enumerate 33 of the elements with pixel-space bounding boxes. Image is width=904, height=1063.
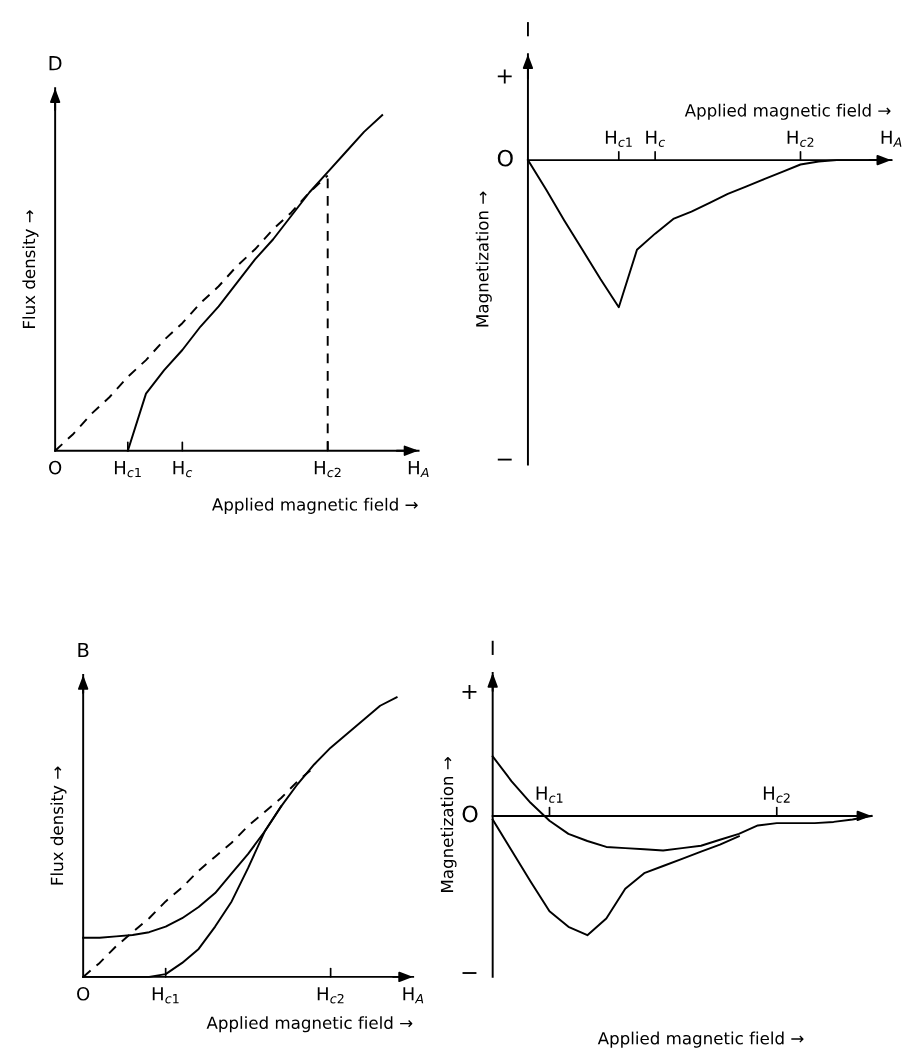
y-axis-title: Magnetization →: [475, 191, 492, 327]
x-tick-label: H$_{c2}$: [317, 987, 344, 1004]
x-tick-label: H$_{c2}$: [787, 130, 814, 147]
y-axis-title: Magnetization →: [440, 757, 457, 892]
x-tick-label: H$_{c2}$: [763, 786, 790, 803]
x-tick-label: H$_{c1}$: [152, 987, 179, 1004]
x-axis-title: Applied magnetic field →: [684, 103, 891, 120]
text: −: [497, 458, 512, 461]
y-axis-title: Flux density →: [22, 210, 39, 328]
text: I: [526, 22, 529, 37]
text: O: [497, 149, 513, 167]
text: B: [78, 642, 89, 658]
text: +: [497, 69, 512, 84]
x-tick-label: H$_{A}$: [881, 130, 902, 147]
x-tick-label: H$_{c2}$: [314, 460, 341, 478]
x-tick-label: H$_{c}$: [646, 130, 665, 147]
text: D: [49, 56, 62, 71]
x-axis-title: Applied magnetic field →: [212, 497, 418, 514]
x-tick-label: H$_{A}$: [403, 987, 424, 1004]
x-axis-title: Applied magnetic field →: [206, 1016, 413, 1033]
x-axis-title: Applied magnetic field →: [597, 1031, 804, 1048]
x-tick-label: H$_{c}$: [173, 460, 193, 478]
x-tick-label: O: [49, 460, 62, 475]
x-tick-label: O: [77, 986, 90, 1001]
x-tick-label: H$_{A}$: [408, 460, 429, 478]
text: I: [491, 640, 494, 655]
y-axis-title: Flux density →: [50, 766, 67, 885]
x-tick-label: H$_{c1}$: [536, 786, 563, 803]
x-tick-label: H$_{c1}$: [605, 130, 632, 147]
text: +: [462, 684, 477, 699]
x-tick-label: H$_{c1}$: [114, 460, 141, 478]
text: −: [462, 972, 477, 974]
text: O: [462, 805, 478, 823]
